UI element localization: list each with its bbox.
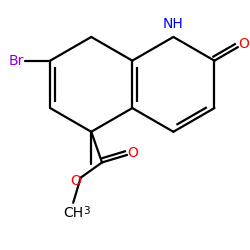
Text: 3: 3	[83, 206, 90, 216]
Text: O: O	[238, 37, 249, 51]
Text: O: O	[128, 146, 138, 160]
Text: NH: NH	[163, 17, 184, 31]
Text: O: O	[70, 174, 81, 188]
Text: CH: CH	[63, 206, 83, 220]
Text: Br: Br	[9, 54, 24, 68]
